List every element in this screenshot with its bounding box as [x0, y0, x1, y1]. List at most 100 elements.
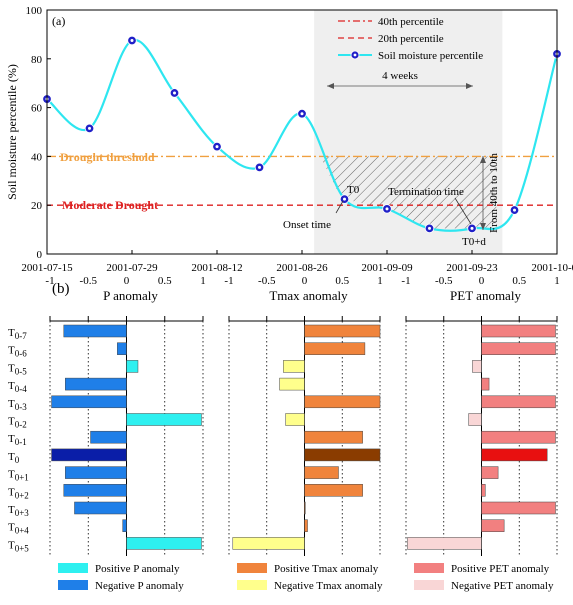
- anomaly-bar: [126, 537, 202, 550]
- x-tick-label: 0.5: [512, 275, 526, 287]
- x-tick-label: 2001-08-12: [191, 262, 242, 274]
- x-tick-label: -0.5: [435, 275, 453, 287]
- category-label: T0-7: [8, 327, 27, 341]
- y-axis-label: Soil moisture percentile (%): [5, 64, 19, 200]
- soil-moisture-point-center: [215, 145, 219, 149]
- category-label: T0-4: [8, 380, 27, 394]
- drought-hatch-area: [320, 156, 497, 229]
- legend-label: Negative Tmax anomaly: [274, 580, 383, 592]
- anomaly-panel-3: PET anomaly -1 -0.5 0 0.5 1 Positive PET anoma…: [401, 275, 559, 592]
- category-label: T0+3: [8, 504, 29, 518]
- anomaly-bar: [51, 448, 127, 462]
- legend-label: Positive Tmax anomaly: [274, 563, 379, 575]
- soil-moisture-point-center: [258, 165, 261, 169]
- anomaly-bar: [117, 342, 127, 355]
- x-tick-label: -1: [45, 275, 54, 287]
- anomaly-bar: [279, 377, 305, 391]
- category-label: T0+1: [8, 469, 29, 483]
- anomaly-bar: [407, 537, 482, 550]
- soil-moisture-point-center: [385, 207, 389, 211]
- x-tick-label: -1: [224, 275, 233, 287]
- soil-moisture-point-center: [428, 226, 431, 230]
- legend-20th: 20th percentile: [378, 33, 444, 45]
- category-label: T0: [8, 451, 20, 465]
- legend-soil-moisture: Soil moisture percentile: [378, 50, 483, 62]
- anomaly-bar: [481, 448, 548, 462]
- onset-label: Onset time: [283, 219, 331, 231]
- panel-title: PET anomaly: [450, 288, 521, 303]
- legend-label: Negative PET anomaly: [451, 580, 554, 592]
- termination-label: Termination time: [388, 186, 464, 198]
- legend-label: Positive PET anomaly: [451, 563, 550, 575]
- t0-label: T0: [347, 184, 360, 196]
- category-label: T0+4: [8, 522, 29, 536]
- soil-moisture-point-center: [88, 126, 91, 130]
- anomaly-bar: [63, 324, 127, 338]
- anomaly-bar: [304, 484, 363, 497]
- x-tick-label: 0: [302, 275, 308, 287]
- anomaly-bar: [481, 342, 556, 355]
- category-label: T0-2: [8, 416, 27, 430]
- onset-pointer: [335, 200, 344, 214]
- anomaly-bar: [122, 519, 127, 532]
- soil-moisture-point-center: [130, 39, 134, 42]
- anomaly-bar: [285, 413, 305, 426]
- x-tick-label: 0.5: [158, 275, 172, 287]
- y-tick-label: 20: [31, 200, 43, 212]
- x-tick-label: 2001-08-26: [276, 262, 328, 274]
- y-tick-label: 40: [31, 151, 43, 163]
- anomaly-bar: [283, 360, 305, 373]
- y-tick-label: 80: [31, 54, 43, 66]
- soil-moisture-point-center: [343, 197, 346, 201]
- legend-40th: 40th percentile: [378, 16, 444, 28]
- panel-b-label: (b): [52, 281, 70, 297]
- legend-swatch: [58, 563, 88, 573]
- anomaly-bar: [468, 413, 482, 426]
- anomaly-bar: [304, 342, 366, 355]
- drought-threshold-label: Drought threshold: [60, 150, 155, 164]
- anomaly-bar: [126, 413, 202, 426]
- legend-swatch: [237, 580, 267, 590]
- anomaly-bar: [65, 466, 127, 479]
- anomaly-bar: [304, 466, 339, 479]
- anomaly-bar: [65, 377, 127, 391]
- anomaly-bar: [304, 395, 381, 409]
- anomaly-bar: [126, 360, 139, 373]
- panel-title: P anomaly: [103, 288, 158, 303]
- panel-a-axes: 0 20 40 60 80 100 2001-07-15 2001-07-29 2001-08-…: [21, 5, 573, 274]
- x-tick-label: 0: [479, 275, 485, 287]
- x-tick-label: 2001-10-07: [531, 262, 573, 274]
- anomaly-bar: [304, 430, 363, 444]
- anomaly-bar: [304, 501, 306, 515]
- anomaly-bar: [74, 501, 127, 515]
- anomaly-bar: [90, 430, 127, 444]
- y-tick-label: 0: [37, 249, 43, 261]
- y-tick-label: 100: [26, 5, 43, 17]
- x-tick-label: 1: [554, 275, 560, 287]
- legend-swatch: [58, 580, 88, 590]
- range-label: From 40th to 10th: [488, 153, 500, 233]
- anomaly-bar: [472, 360, 482, 373]
- anomaly-bar: [51, 395, 127, 409]
- anomaly-bar: [304, 519, 308, 532]
- x-tick-label: 0: [124, 275, 130, 287]
- category-label: T0-6: [8, 345, 27, 359]
- category-label: T0+2: [8, 486, 29, 500]
- x-tick-label: 1: [200, 275, 206, 287]
- legend-swatch: [237, 563, 267, 573]
- panel-a: 0 20 40 60 80 100 2001-07-15 2001-07-29 2001-08-…: [5, 5, 573, 274]
- panel-b: T0-7 T0-6 T0-5 T0-4 T0-3 T0-2 T0-1 T0 T0+1 T0+2 T0…: [8, 275, 560, 592]
- anomaly-bar: [304, 324, 381, 338]
- anomaly-bar: [481, 519, 505, 532]
- anomaly-bar: [63, 484, 127, 497]
- x-tick-label: 1: [377, 275, 383, 287]
- x-tick-label: 2001-09-23: [446, 262, 498, 274]
- weeks-label: 4 weeks: [382, 70, 418, 82]
- panel-title: Tmax anomaly: [269, 288, 348, 303]
- t0d-label: T0+d: [462, 236, 486, 248]
- anomaly-bar: [481, 501, 556, 515]
- x-tick-label: -1: [401, 275, 410, 287]
- x-tick-label: 0.5: [335, 275, 349, 287]
- soil-moisture-point-center: [173, 91, 176, 95]
